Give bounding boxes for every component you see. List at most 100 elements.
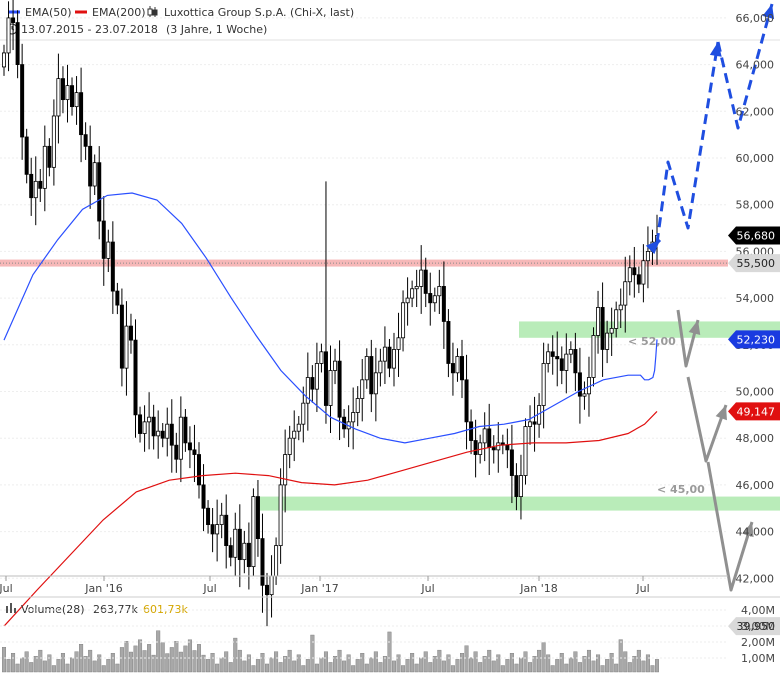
volume-bar (160, 642, 165, 673)
candle-body (632, 267, 637, 276)
candle-body (42, 145, 47, 189)
volume-bar (187, 639, 192, 673)
candle-body (573, 349, 578, 374)
volume-bar (83, 656, 88, 673)
volume-bar (491, 660, 496, 673)
candle-body (396, 337, 401, 350)
candle-body (364, 356, 369, 381)
scenario-arrow-52-head (688, 320, 701, 336)
volume-bar (246, 654, 251, 673)
volume-bar (464, 645, 469, 673)
candle-body (487, 428, 492, 448)
volume-bar (528, 662, 533, 673)
x-tick-label: Jan '17 (300, 582, 338, 595)
volume-bar (260, 653, 265, 673)
volume-bar (328, 662, 333, 673)
scenario-arrow-40-head (742, 522, 754, 538)
candle-body (410, 288, 415, 299)
candle-body (532, 421, 537, 425)
date-range: 13.07.2015 - 23.07.2018 (21, 23, 158, 36)
volume-bar (38, 649, 43, 673)
volume-bar (559, 653, 564, 673)
candle-body (582, 393, 587, 397)
candle-body (151, 416, 156, 437)
candle-body (210, 524, 215, 535)
volume-bar (165, 653, 170, 673)
candle-body (65, 85, 70, 101)
candle-body (60, 78, 65, 101)
x-tick-label: Jul (420, 582, 434, 595)
volume-bar (450, 665, 455, 673)
volume-bar (455, 659, 460, 673)
volume-bar (469, 657, 474, 673)
candle-body (219, 514, 224, 525)
volume-bar (645, 654, 650, 673)
candle-body (33, 180, 38, 199)
volume-bar (396, 654, 401, 673)
candle-body (419, 269, 424, 287)
volume-bar (305, 659, 310, 673)
volume-bar (47, 654, 52, 673)
volume-bar (20, 657, 25, 673)
candle-body (79, 92, 84, 136)
candle-body (178, 416, 183, 460)
zone-support-52 (519, 321, 780, 338)
candle-body (224, 514, 229, 547)
scenario-arrow-45 (686, 376, 728, 463)
volume-bar (333, 656, 338, 673)
volume-bar (269, 657, 274, 673)
volume-bar (423, 651, 428, 673)
annotation-52: < 52,00 (628, 335, 676, 348)
x-axis: Jul Jan '16 Jul Jan '17 Jul Jan '18 Jul (0, 575, 728, 595)
volume-bar (496, 654, 501, 673)
candle-body (564, 353, 569, 371)
candle-body (38, 180, 43, 189)
candle-body (623, 281, 628, 306)
volume-bar (215, 663, 220, 673)
y-tick-label: 58,000 (736, 199, 775, 212)
candle-body (596, 307, 601, 336)
annotation-45: < 45,00 (657, 483, 705, 496)
volume-bar (382, 656, 387, 673)
volume-bar (301, 665, 306, 673)
candle-body (391, 349, 396, 369)
price-tag-bg (728, 330, 780, 349)
volume-bar (337, 649, 342, 673)
volume-bar (60, 653, 65, 673)
candle-body (274, 545, 279, 577)
candle-body (328, 370, 333, 406)
volume-bar (618, 639, 623, 673)
volume-bar (636, 649, 641, 673)
x-tick-label: Jan '18 (519, 582, 557, 595)
volume-bar (251, 665, 256, 673)
candle-body (518, 475, 523, 497)
candle-body (351, 412, 356, 423)
candle-body (174, 444, 179, 460)
candle-body (119, 304, 124, 369)
candle-body (464, 379, 469, 423)
volume-bar (473, 651, 478, 673)
candle-body (645, 250, 650, 262)
candle-body (482, 428, 487, 444)
candle-body (373, 372, 378, 395)
volume-bar (650, 665, 655, 673)
volume-bar (351, 665, 356, 673)
y-tick-label: 62,000 (736, 105, 775, 118)
volume-tick-label: 4,00M (741, 604, 775, 617)
volume-bar (487, 649, 492, 673)
candle-body (319, 351, 324, 364)
volume-bar (278, 662, 283, 673)
candle-body (337, 360, 342, 418)
volume-bar (201, 654, 206, 673)
volume-bar (128, 651, 133, 673)
candle-body (387, 346, 392, 369)
volume-bar (591, 660, 596, 673)
volume-bar (92, 660, 97, 673)
volume-bar (224, 651, 229, 673)
bar-chart-icon (6, 603, 16, 613)
volume-bar (233, 637, 238, 673)
candle-body (29, 173, 34, 199)
candle-body (20, 64, 25, 138)
volume-bar (342, 660, 347, 673)
candle-body (255, 496, 260, 540)
